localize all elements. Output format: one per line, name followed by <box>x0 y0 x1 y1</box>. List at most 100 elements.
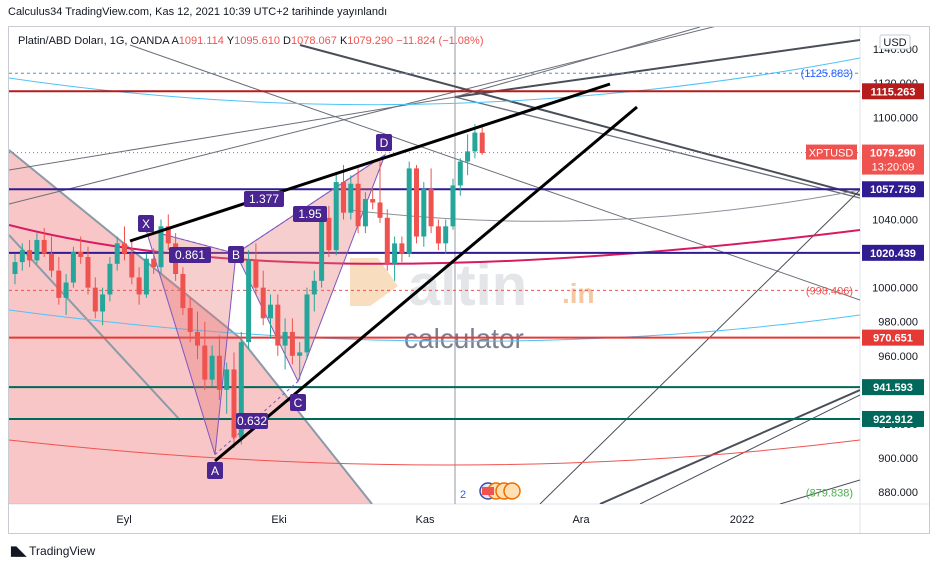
arc-magenta <box>9 224 860 265</box>
candle <box>472 124 478 159</box>
fan-line <box>9 27 715 205</box>
candle-body <box>326 217 332 251</box>
arc-blue-bottom <box>9 309 860 342</box>
candle <box>202 321 208 390</box>
candle <box>333 171 339 256</box>
pattern-ratio-bg <box>236 413 268 429</box>
fan-line <box>539 189 860 504</box>
candle <box>450 178 456 230</box>
candle-body <box>479 132 485 154</box>
arc-gray <box>349 189 860 222</box>
candle-body <box>27 250 33 261</box>
x-tick-label: Eki <box>271 514 286 526</box>
candle-body <box>384 217 390 264</box>
candle-body <box>187 308 193 332</box>
candle-body <box>392 243 398 264</box>
candle <box>100 287 106 326</box>
candle-body <box>34 239 40 261</box>
candle <box>216 335 222 401</box>
candle <box>27 239 33 268</box>
x-tick-label: Eyl <box>116 514 131 526</box>
price-label-bg <box>862 379 924 396</box>
candle <box>92 277 98 319</box>
candle <box>41 228 47 257</box>
candle <box>85 246 91 295</box>
pattern-point-A-text: A <box>211 464 219 478</box>
candle <box>165 214 171 251</box>
fan-line <box>599 389 860 504</box>
candle-body <box>92 287 98 312</box>
pattern-point-B: B <box>228 246 244 263</box>
candle <box>289 318 295 365</box>
candle <box>136 267 142 305</box>
trend-line-lower <box>214 105 638 463</box>
candle <box>49 236 54 278</box>
candle-body <box>231 369 237 438</box>
candle <box>282 318 288 370</box>
price-label-text: 922.912 <box>873 414 913 426</box>
candle <box>63 274 69 315</box>
candle <box>187 297 193 343</box>
candle <box>443 219 449 254</box>
candle-body <box>304 294 310 353</box>
price-label-bg <box>862 181 924 198</box>
change-value: −11.824 (−1.08%) <box>396 35 484 47</box>
events-count: 2 <box>460 489 466 501</box>
arc-red <box>9 439 860 466</box>
y-tick-label: 980.000 <box>878 317 918 329</box>
candle-body <box>85 256 91 288</box>
price-label-text: 1020.439 <box>870 248 916 260</box>
price-label-bg <box>862 83 924 100</box>
candle <box>341 164 346 220</box>
candle <box>428 168 434 234</box>
candle-body <box>457 161 463 186</box>
footer-brand: TradingView <box>29 544 96 558</box>
pattern-bcd <box>235 153 387 383</box>
symbol-tag-bg <box>806 144 857 160</box>
price-label: 1020.439 <box>862 244 924 261</box>
pattern-ratio-bg <box>244 191 284 207</box>
fan-line <box>454 39 860 98</box>
candle-body <box>158 226 164 268</box>
price-label-text: 1115.263 <box>871 86 916 98</box>
pattern-point-D-bg <box>376 134 392 151</box>
pattern-point-A: A <box>207 462 223 479</box>
high-label: Y <box>226 35 235 47</box>
candle-body <box>260 287 266 319</box>
candle-body <box>472 132 478 152</box>
candle <box>326 205 332 257</box>
currency-label: USD <box>883 37 906 49</box>
candle <box>231 352 237 448</box>
price-label-bg <box>862 244 924 261</box>
publication-info: Calculus34 TradingView.com, Kas 12, 2021… <box>8 6 388 18</box>
candle-body <box>428 188 434 227</box>
close-label: K <box>339 35 348 47</box>
candle <box>457 158 463 196</box>
candle-body <box>202 345 208 380</box>
candle <box>158 219 164 275</box>
candle-body <box>399 243 405 254</box>
candle <box>260 270 266 326</box>
candle <box>377 161 383 223</box>
candle <box>19 243 25 271</box>
y-tick-label: 1040.000 <box>872 215 918 227</box>
price-label-bg <box>862 144 924 175</box>
pattern-ratio-text: 0.632 <box>237 414 267 428</box>
candle <box>56 256 62 305</box>
flag-icon[interactable] <box>503 482 521 500</box>
currency-badge[interactable]: USD <box>879 34 911 50</box>
candle <box>114 236 120 271</box>
candle <box>392 236 398 281</box>
pattern-point-C-bg <box>290 394 306 411</box>
candle-body <box>450 185 456 227</box>
fan-line <box>639 394 860 504</box>
tradingview-logo-icon: ▮◣ <box>10 543 26 558</box>
symbol-name: Platin/ABD Doları, 1G, OANDA <box>18 35 169 47</box>
candle-body <box>421 188 427 237</box>
price-label: 1079.290 13:20:09 XPTUSD <box>806 144 924 175</box>
candle-body <box>297 352 303 356</box>
pattern-ratio-bg <box>293 206 327 222</box>
candle <box>304 287 310 360</box>
pattern-point-B-text: B <box>232 248 240 262</box>
